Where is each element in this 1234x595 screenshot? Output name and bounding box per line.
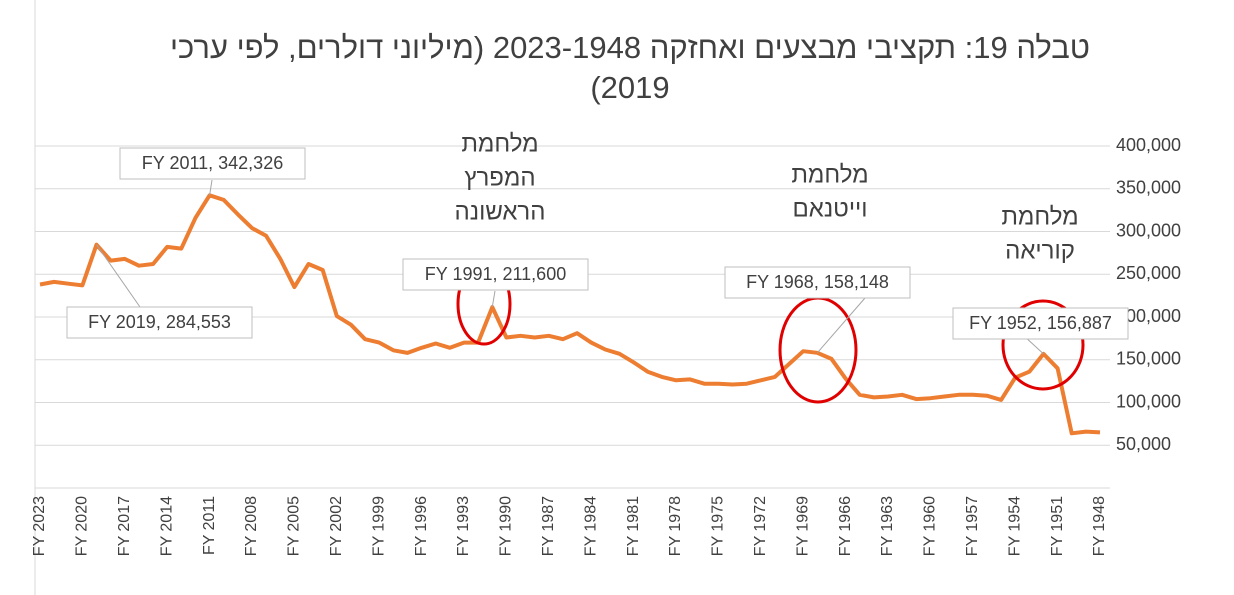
- annotation-text: FY 1991, 211,600: [425, 264, 566, 284]
- y-tick-label: 50,000: [1116, 434, 1171, 454]
- annotation-text: FY 1968, 158,148: [746, 272, 889, 292]
- war-label: מלחמת: [791, 161, 868, 188]
- y-tick-label: 100,000: [1116, 391, 1181, 411]
- annotation-box: [66, 306, 253, 339]
- x-tick-label: FY 1954: [1006, 496, 1023, 556]
- war-label: הראשונה: [455, 198, 546, 225]
- leader-line: [96, 244, 141, 308]
- annotation-box: [724, 266, 911, 299]
- x-tick-label: FY 1957: [964, 496, 981, 556]
- annotation-box: [402, 258, 589, 291]
- x-tick-label: FY 1948: [1091, 496, 1108, 556]
- war-label: המפרץ: [464, 164, 535, 191]
- x-tick-label: FY 1987: [540, 496, 557, 556]
- x-tick-label: FY 2017: [116, 496, 133, 556]
- x-tick-label: FY 1978: [667, 496, 684, 556]
- y-tick-label: 250,000: [1116, 263, 1181, 283]
- leader-line: [491, 290, 496, 308]
- x-tick-label: FY 2014: [158, 496, 175, 556]
- chart-title: טבלה 19: תקציבי מבצעים ואחזקה 2023-1948 …: [170, 30, 1090, 105]
- x-tick-label: FY 1990: [498, 496, 515, 556]
- x-tick-label: FY 1966: [837, 496, 854, 556]
- y-tick-label: 150,000: [1116, 349, 1181, 369]
- x-tick-label: FY 1999: [370, 496, 387, 556]
- x-tick-label: FY 2008: [243, 496, 260, 556]
- war-label: מלחמת: [461, 130, 538, 157]
- x-tick-label: FY 1960: [922, 496, 939, 556]
- x-tick-label: FY 1993: [455, 496, 472, 556]
- x-tick-label: FY 1951: [1049, 496, 1066, 556]
- data-line: [39, 193, 1101, 436]
- war-label: קוריאה: [1005, 237, 1075, 264]
- y-tick-label: 300,000: [1116, 220, 1181, 240]
- y-tick-label: 200,000: [1116, 306, 1181, 326]
- x-tick-label: FY 1963: [879, 496, 896, 556]
- annotation-text: FY 2019, 284,553: [88, 312, 231, 332]
- x-tick-label: FY 2011: [201, 496, 218, 555]
- y-tick-label: 350,000: [1116, 178, 1181, 198]
- annotation-box: [119, 147, 306, 180]
- annotation-text: FY 2011, 342,326: [142, 153, 283, 173]
- x-tick-label: FY 2023: [31, 496, 48, 556]
- war-label: מלחמת: [1001, 203, 1078, 230]
- leader-line: [816, 297, 866, 354]
- x-tick-label: FY 1984: [582, 496, 599, 556]
- annotation-text: FY 1952, 156,887: [969, 313, 1112, 333]
- x-tick-label: FY 1969: [794, 496, 811, 556]
- x-tick-label: FY 1972: [752, 496, 769, 556]
- x-tick-label: FY 1981: [625, 496, 642, 556]
- highlight-circle: [778, 296, 858, 404]
- x-tick-label: FY 2020: [74, 496, 91, 556]
- annotation-box: [952, 307, 1129, 340]
- leader-line: [209, 179, 213, 196]
- y-tick-label: 400,000: [1116, 135, 1181, 155]
- x-tick-label: FY 2005: [286, 496, 303, 556]
- highlight-circle: [1001, 299, 1085, 391]
- x-tick-label: FY 1996: [413, 496, 430, 556]
- x-tick-label: FY 2002: [328, 496, 345, 556]
- war-label: וייטנאם: [792, 195, 867, 222]
- x-tick-label: FY 1975: [710, 496, 727, 556]
